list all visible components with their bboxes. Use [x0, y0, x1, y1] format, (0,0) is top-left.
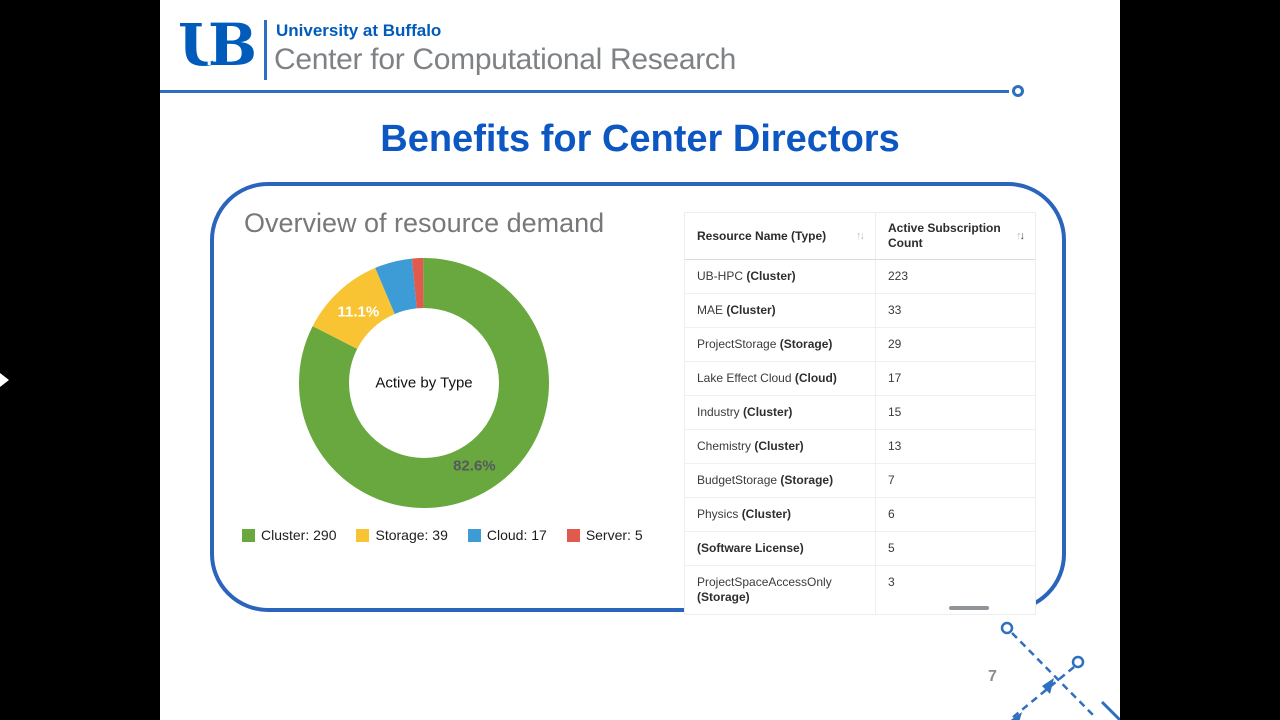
panel-heading: Overview of resource demand [244, 208, 605, 238]
legend-swatch [356, 528, 370, 542]
legend-label: Cloud: 17 [486, 527, 547, 543]
table-row: (Software License) 5 [685, 531, 1035, 565]
sort-icon: ↑↓ [856, 230, 865, 242]
slide-title: Benefits for Center Directors [380, 118, 900, 160]
resource-name-cell: Industry (Cluster) [697, 405, 793, 419]
resource-name-cell: ProjectSpaceAccessOnly (Storage) [697, 575, 832, 604]
resource-type-label: (Storage) [779, 337, 833, 351]
subscription-count-cell: 13 [875, 430, 1035, 463]
arrow-down-icon: ↓ [859, 230, 865, 242]
page-number: 7 [988, 668, 997, 685]
decorative-arrows-icon [1000, 621, 1120, 720]
subscription-count-cell: 29 [875, 328, 1035, 361]
arrow-up-icon: ↑ [856, 230, 861, 242]
arrow-down-icon: ↓ [1019, 230, 1025, 242]
legend-swatch [566, 528, 580, 542]
resource-name-cell: (Software License) [685, 532, 875, 565]
column-header-resource-name: Resource Name (Type) ↑↓ [685, 213, 875, 259]
column-header-label: Active Subscription Count [888, 221, 1001, 250]
arrow-up-icon: ↑ [1016, 230, 1021, 242]
subscription-count-cell: 15 [875, 396, 1035, 429]
subscription-count-cell: 17 [875, 362, 1035, 395]
legend-swatch [242, 528, 255, 542]
slide: U B University at Buffalo Center for Com… [160, 0, 1120, 720]
subscription-count-cell: 7 [875, 464, 1035, 497]
subscription-count-cell: 5 [875, 532, 1035, 565]
slice-percentage-label: 82.6% [453, 457, 496, 475]
resource-type-label: (Cluster) [743, 405, 793, 419]
scrollbar-thumb [949, 606, 989, 610]
legend-item: Server: 5 [566, 527, 643, 543]
resource-type-label: (Cluster) [741, 507, 792, 521]
ub-logo: U B [178, 14, 264, 80]
table-row: ProjectStorage (Storage) 29 [685, 327, 1035, 361]
resource-name-cell: ProjectStorage (Storage) [697, 337, 833, 351]
subscription-count-cell: 6 [875, 498, 1035, 531]
resource-name-cell: Physics (Cluster) [697, 507, 792, 521]
resource-type-label: (Cluster) [746, 269, 796, 283]
resource-type-label: (Storage) [780, 473, 834, 487]
legend-item: Cluster: 290 [242, 527, 336, 543]
legend-item: Storage: 39 [356, 527, 448, 543]
university-name: University at Buffalo [276, 21, 442, 40]
resource-type-label: (Cluster) [754, 439, 804, 453]
resource-type-label: (Software License) [697, 541, 804, 555]
column-header-label: Resource Name (Type) [697, 228, 827, 243]
subscription-count-cell: 33 [875, 294, 1035, 327]
header-rule-dot [1012, 85, 1024, 97]
resource-type-label: (Cluster) [726, 303, 776, 317]
column-header-subscription-count: Active Subscription Count ↑↓ [875, 213, 1035, 259]
table-row: Physics (Cluster) 6 [685, 497, 1035, 531]
logo-divider [264, 20, 267, 80]
table-row: BudgetStorage (Storage) 7 [685, 463, 1035, 497]
center-name: Center for Computational Research [274, 43, 736, 76]
table-row: ProjectSpaceAccessOnly (Storage) 3 [685, 565, 1035, 614]
resource-name-cell: UB-HPC (Cluster) [697, 269, 796, 283]
content-panel: Overview of resource demand Active by Ty… [210, 182, 1066, 615]
edge-marker-icon [0, 373, 9, 387]
table-header: Resource Name (Type) ↑↓ Active Subscript… [685, 213, 1035, 260]
legend-item: Cloud: 17 [467, 527, 547, 543]
legend-label: Cluster: 290 [261, 527, 337, 543]
table-row: Lake Effect Cloud (Cloud) 17 [685, 361, 1035, 395]
slice-percentage-label: 11.1% [337, 303, 380, 321]
resource-table: Resource Name (Type) ↑↓ Active Subscript… [684, 212, 1036, 615]
ub-logo-letter-u: U [178, 11, 229, 79]
table-row: UB-HPC (Cluster) 223 [685, 260, 1035, 293]
table-row: Chemistry (Cluster) 13 [685, 429, 1035, 463]
table-row: MAE (Cluster) 33 [685, 293, 1035, 327]
ub-logo-letter-b: B [208, 11, 258, 79]
resource-name-cell: MAE (Cluster) [697, 303, 776, 317]
subscription-count-cell: 223 [875, 260, 1035, 293]
donut-chart: Active by Type 82.6% 11.1% [299, 258, 549, 508]
resource-name-cell: BudgetStorage (Storage) [697, 473, 834, 487]
legend-label: Server: 5 [585, 527, 643, 543]
resource-type-label: (Cloud) [794, 371, 837, 385]
header-rule [160, 90, 1009, 93]
legend-label: Storage: 39 [375, 527, 448, 543]
subscription-count-cell: 3 [875, 566, 1035, 614]
sort-icon-active: ↑↓ [1016, 230, 1025, 242]
table-row: Industry (Cluster) 15 [685, 395, 1035, 429]
donut-slice-server [299, 258, 549, 508]
donut-svg [299, 258, 549, 508]
table-body: UB-HPC (Cluster) 223 MAE (Cluster) 33 Projec… [685, 260, 1035, 614]
resource-name-cell: Chemistry (Cluster) [697, 439, 804, 453]
resource-name-cell: Lake Effect Cloud (Cloud) [697, 371, 837, 385]
resource-type-label: (Storage) [697, 590, 750, 604]
legend-swatch [467, 528, 481, 542]
chart-legend: Cluster: 290 Storage: 39 Cloud: 17 Server: … [242, 527, 643, 543]
chart-center-label: Active by Type [375, 374, 473, 392]
